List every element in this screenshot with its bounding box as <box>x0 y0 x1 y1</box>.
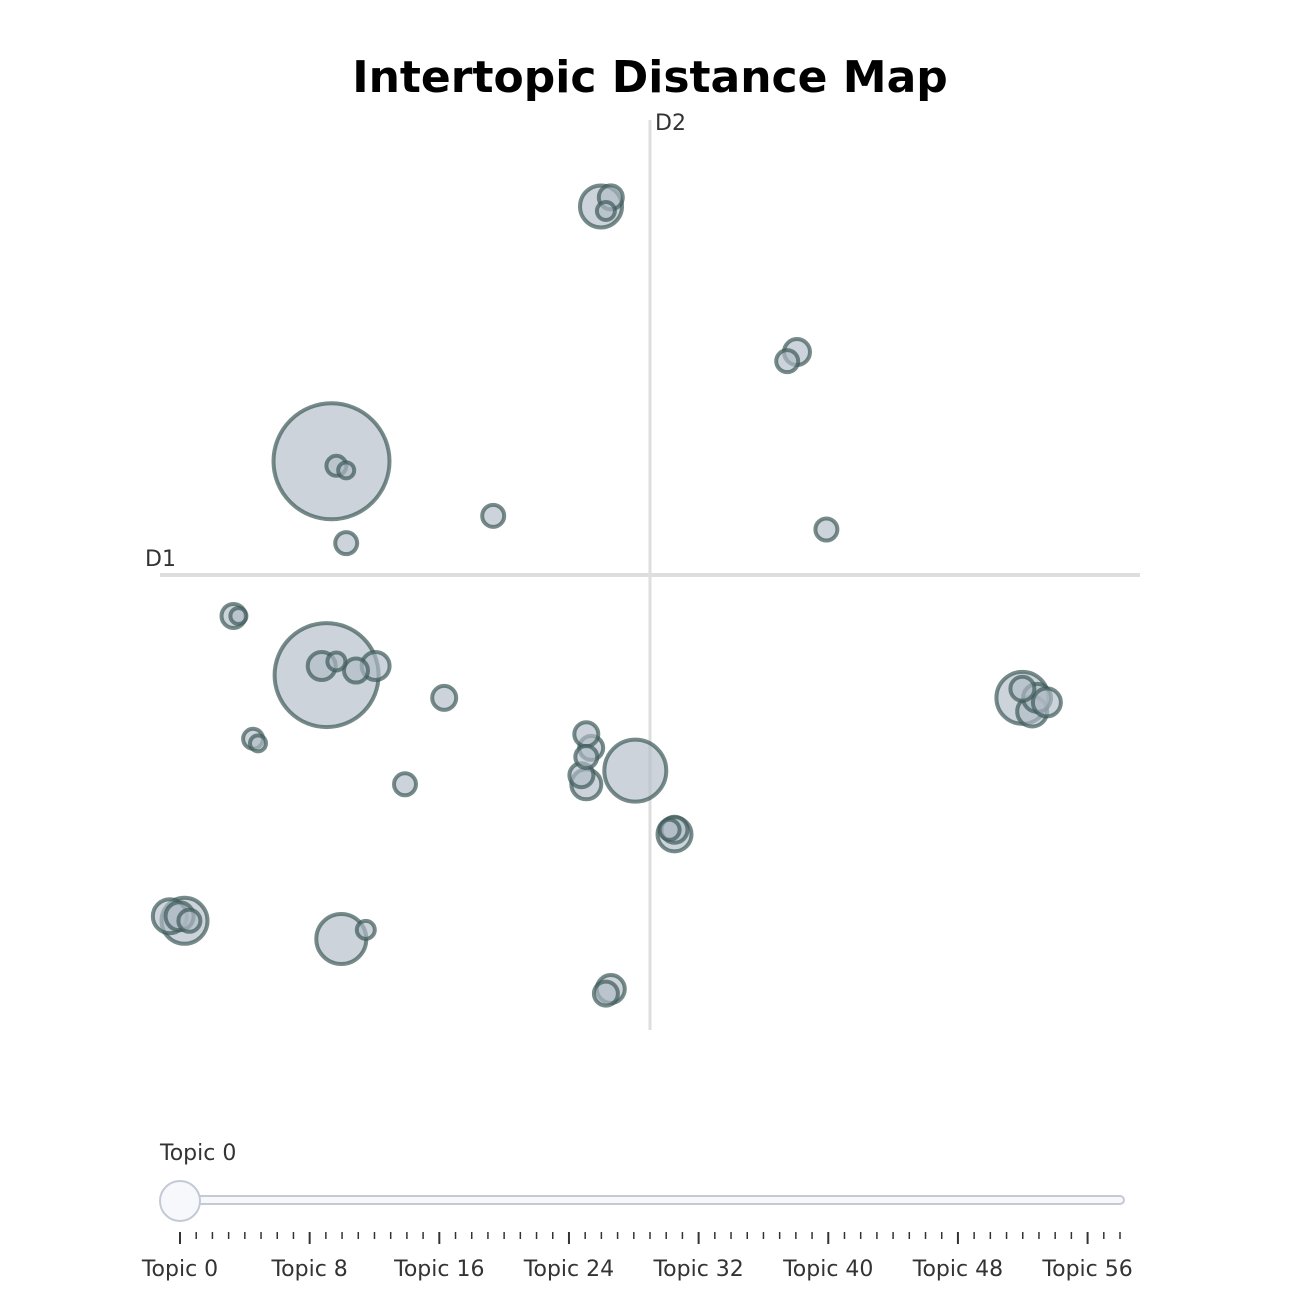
topic-bubble-13[interactable] <box>430 683 459 712</box>
slider-tick-label: Topic 40 <box>782 1257 873 1282</box>
d2-axis-label: D2 <box>655 111 686 136</box>
slider-tick-label: Topic 32 <box>652 1257 743 1282</box>
topic-bubble-29[interactable] <box>1030 686 1063 719</box>
topic-bubble-11[interactable] <box>342 656 370 685</box>
intertopic-scatter-plot: D2 D1 <box>145 111 1140 1030</box>
topic-bubble-17[interactable] <box>813 516 840 543</box>
topic-bubble-16[interactable] <box>333 530 360 557</box>
topic-bubble-41[interactable] <box>657 817 682 842</box>
topic-bubble-21[interactable] <box>774 348 801 375</box>
topic-bubble-14[interactable] <box>392 771 418 798</box>
topic-bubble-43[interactable] <box>176 907 203 934</box>
slider-handle[interactable] <box>159 1180 201 1222</box>
slider-current-value: Topic 0 <box>160 1141 237 1166</box>
topic-bubble-26[interactable] <box>572 720 601 749</box>
topic-bubble-35[interactable] <box>325 650 348 673</box>
topic-bubble-33[interactable] <box>336 460 357 481</box>
slider-tick-label: Topic 48 <box>912 1257 1003 1282</box>
slider-ticks: Topic 0 Topic 8 Topic 16 Topic 24 Topic 32 To… <box>141 1232 1133 1282</box>
topic-bubble-37[interactable] <box>228 605 249 626</box>
topic-bubble-24[interactable] <box>573 744 600 770</box>
slider-tick-label: Topic 56 <box>1041 1257 1132 1282</box>
topic-bubble-31[interactable] <box>594 200 617 222</box>
slider-tick-label: Topic 16 <box>393 1257 484 1282</box>
topic-bubble-15[interactable] <box>480 502 507 529</box>
slider-rail[interactable] <box>180 1195 1125 1205</box>
topic-bubble-28[interactable] <box>1008 674 1037 703</box>
slider-tick-label: Topic 0 <box>141 1257 218 1282</box>
slider-tick-label: Topic 24 <box>523 1257 614 1282</box>
slider-tick-label: Topic 8 <box>270 1257 347 1282</box>
d1-axis-label: D1 <box>145 547 176 572</box>
chart-title: Intertopic Distance Map <box>352 52 948 103</box>
topic-bubble-36[interactable] <box>354 918 377 941</box>
topic-bubble-3[interactable] <box>602 737 669 804</box>
topic-bubble-39[interactable] <box>248 733 268 754</box>
topic-bubble-19[interactable] <box>591 979 620 1008</box>
topic-bubbles[interactable] <box>150 183 1063 1008</box>
